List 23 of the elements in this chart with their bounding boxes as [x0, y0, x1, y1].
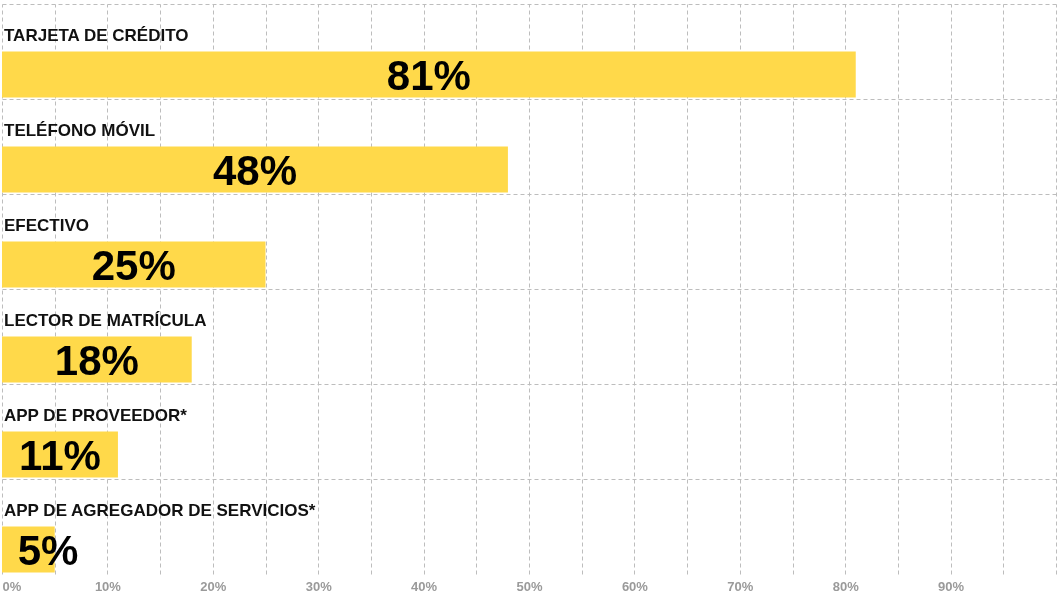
- y-tick-label: TELÉFONO MÓVIL: [4, 120, 156, 140]
- x-tick-label: 30%: [305, 578, 333, 594]
- y-tick-label: LECTOR DE MATRÍCULA: [4, 310, 207, 330]
- x-tick-label: 50%: [516, 578, 543, 594]
- data-label: 11%: [19, 431, 101, 479]
- bar: [2, 146, 508, 193]
- x-tick-label: 80%: [832, 578, 860, 594]
- x-tick-label: 0%: [2, 578, 22, 594]
- x-tick-label: 10%: [94, 578, 122, 594]
- y-tick-label: EFECTIVO: [4, 215, 90, 235]
- y-tick-label: TARJETA DE CRÉDITO: [4, 25, 189, 45]
- bar: [2, 51, 856, 98]
- x-tick-label: 90%: [938, 578, 965, 594]
- data-label: 81%: [386, 51, 471, 99]
- y-tick-label: APP DE PROVEEDOR*: [4, 405, 188, 425]
- data-label: 25%: [91, 241, 176, 289]
- x-tick-label: 70%: [727, 578, 754, 594]
- y-tick-label: APP DE AGREGADOR DE SERVICIOS*: [4, 500, 316, 520]
- x-tick-label: 40%: [411, 578, 438, 594]
- x-tick-label: 20%: [200, 578, 227, 594]
- data-label: 48%: [212, 146, 297, 194]
- x-tick-label: 60%: [621, 578, 649, 594]
- data-label: 18%: [54, 336, 139, 384]
